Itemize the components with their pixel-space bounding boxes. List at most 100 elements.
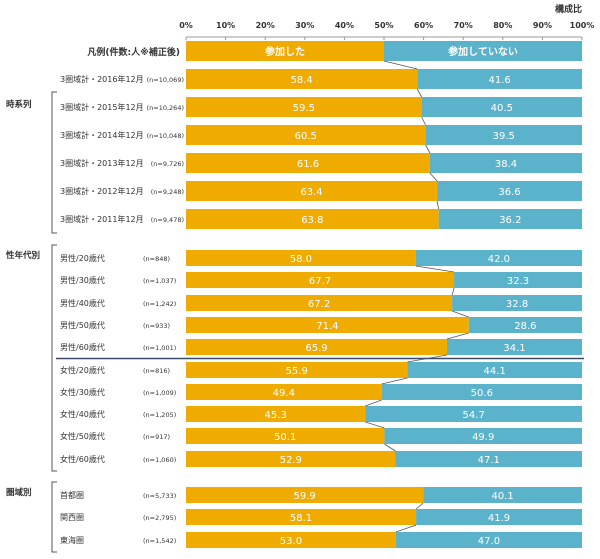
n-label: (n=1,001) [143,344,176,352]
data-label: 50.6 [471,388,493,399]
category-label: 女性/20歳代 [60,365,105,375]
data-label: 38.4 [495,159,517,170]
bar-segment-not-participated [454,272,582,288]
n-label: (n=9,726) [151,160,184,168]
data-label: 63.4 [300,187,322,198]
data-label: 58.4 [290,75,312,86]
category-label: 関西圏 [60,513,84,522]
n-label: (n=1,542) [143,537,176,545]
category-label: 男性/30歳代 [60,275,105,285]
n-label: (n=816) [143,367,170,375]
data-label: 41.6 [488,75,510,86]
connector-line [395,524,417,533]
bar-segment-not-participated [365,406,582,422]
bar-segment-participated [186,317,469,333]
data-label: 39.5 [493,131,515,142]
data-label: 52.9 [280,455,302,466]
n-label: (n=9,478) [151,216,184,224]
category-label: 男性/50歳代 [60,320,105,330]
data-label: 65.9 [305,343,327,354]
category-label: 3圏域計・2015年12月 [60,102,144,112]
data-label: 61.6 [297,159,319,170]
bar-segment-not-participated [423,487,582,503]
unit-label: 構成比 [555,3,582,15]
data-label: 50.1 [274,432,296,443]
x-tick-label: 100% [570,21,595,30]
bar-segment-not-participated [468,317,582,333]
data-label: 49.4 [273,388,295,399]
legend-bar-not-participated [384,41,582,61]
data-label: 34.1 [503,343,525,354]
data-label: 36.2 [499,215,521,226]
bar-segment-not-participated [425,125,582,145]
data-label: 63.8 [301,215,323,226]
connector-line [425,144,431,154]
bar-segment-not-participated [429,153,582,173]
bar-segment-not-participated [384,428,582,444]
n-label: (n=5,733) [143,492,176,500]
bar-segment-participated [186,339,447,355]
data-label: 28.6 [514,321,536,332]
n-label: (n=1,037) [143,277,176,285]
n-label: (n=10,264) [147,104,184,112]
data-label: 32.8 [506,299,528,310]
group-bracket [51,91,57,234]
group-label: 時系列 [6,99,32,110]
n-label: (n=917) [143,433,170,441]
data-label: 42.0 [488,254,510,265]
bar-segment-not-participated [421,97,582,117]
bar-segment-participated [186,295,453,311]
bar-segment-participated [186,384,382,400]
group-label: 性年代別 [6,250,40,261]
category-label: 男性/60歳代 [60,342,105,352]
bar-segment-not-participated [395,532,582,548]
connector-line [429,172,438,182]
bar-segment-participated [186,69,418,89]
legend-bar-participated [186,41,384,61]
bar-segment-participated [186,362,408,378]
bar-segment-participated [186,125,426,145]
connector-line [384,443,396,452]
data-label: 59.5 [293,103,315,114]
category-label: 男性/20歳代 [60,253,105,263]
connector-line [451,310,469,318]
x-tick-label: 10% [216,21,235,30]
connector-line [365,399,382,407]
data-label: 36.6 [498,187,520,198]
bar-segment-not-participated [415,250,582,266]
bar-segment-participated [186,272,455,288]
data-label: 59.9 [293,491,315,502]
bar-segment-participated [186,181,438,201]
bar-segment-not-participated [417,69,582,89]
x-tick-label: 90% [533,21,552,30]
bar-segment-participated [186,97,422,117]
connector-line [381,377,408,385]
bar-segment-participated [186,428,385,444]
category-label: 3圏域計・2011年12月 [60,214,144,224]
x-tick-label: 60% [414,21,433,30]
data-label: 60.5 [295,131,317,142]
category-label: 3圏域計・2014年12月 [60,130,144,140]
data-label: 53.0 [280,536,302,547]
n-label: (n=848) [143,255,170,263]
data-label: 54.7 [463,410,485,421]
n-label: (n=10,069) [147,76,184,84]
connector-line [421,116,426,126]
data-label: 71.4 [316,321,338,332]
connector-line [415,502,424,510]
x-tick-label: 0% [179,21,193,30]
bar-segment-participated [186,451,396,467]
data-label: 67.2 [308,299,330,310]
connector-line [451,287,455,296]
data-label: 44.1 [484,366,506,377]
bar-segment-not-participated [446,339,582,355]
n-label: (n=9,248) [151,188,184,196]
data-label: 55.9 [286,366,308,377]
n-label: (n=1,060) [143,456,176,464]
connector-line [416,88,422,98]
category-label: 首都圏 [60,490,84,500]
data-label: 47.0 [478,536,500,547]
n-label: (n=10,048) [147,132,184,140]
x-tick-label: 80% [493,21,512,30]
